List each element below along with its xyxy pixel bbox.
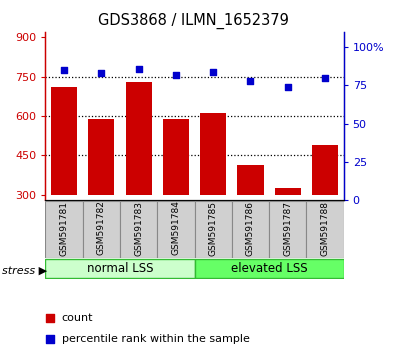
Point (173, 72, 179, 78)
Point (284, 84, 291, 90)
Bar (163, 119, 189, 195)
Point (47, 315, 53, 321)
Point (135, 66, 142, 72)
Bar (51, 87, 77, 195)
Text: percentile rank within the sample: percentile rank within the sample (62, 334, 250, 344)
Point (247, 78, 254, 84)
Bar (275, 188, 301, 195)
Bar (312, 145, 338, 195)
Text: GSM591784: GSM591784 (171, 201, 181, 256)
Bar (88, 119, 115, 195)
FancyBboxPatch shape (45, 201, 83, 258)
Text: GSM591786: GSM591786 (246, 201, 255, 256)
FancyBboxPatch shape (45, 259, 194, 278)
Point (322, 75, 328, 81)
Text: GSM591785: GSM591785 (209, 201, 218, 256)
FancyBboxPatch shape (269, 201, 307, 258)
Point (47, 336, 53, 342)
Text: elevated LSS: elevated LSS (231, 262, 307, 275)
Text: GSM591782: GSM591782 (97, 201, 106, 256)
FancyBboxPatch shape (232, 201, 269, 258)
FancyBboxPatch shape (307, 201, 344, 258)
FancyBboxPatch shape (195, 259, 344, 278)
Bar (200, 113, 226, 195)
FancyBboxPatch shape (157, 201, 194, 258)
Text: normal LSS: normal LSS (87, 262, 153, 275)
Bar (237, 165, 263, 195)
Point (61, 67, 67, 73)
Text: GDS3868 / ILMN_1652379: GDS3868 / ILMN_1652379 (98, 12, 289, 29)
Text: GSM591783: GSM591783 (134, 201, 143, 256)
Text: GSM591788: GSM591788 (320, 201, 329, 256)
FancyBboxPatch shape (120, 201, 157, 258)
Bar (126, 82, 152, 195)
Point (98, 70, 105, 76)
Text: count: count (62, 313, 93, 323)
Text: GSM591781: GSM591781 (60, 201, 69, 256)
FancyBboxPatch shape (195, 201, 232, 258)
Point (210, 69, 216, 74)
Text: GSM591787: GSM591787 (283, 201, 292, 256)
Text: stress ▶: stress ▶ (2, 266, 47, 276)
FancyBboxPatch shape (83, 201, 120, 258)
